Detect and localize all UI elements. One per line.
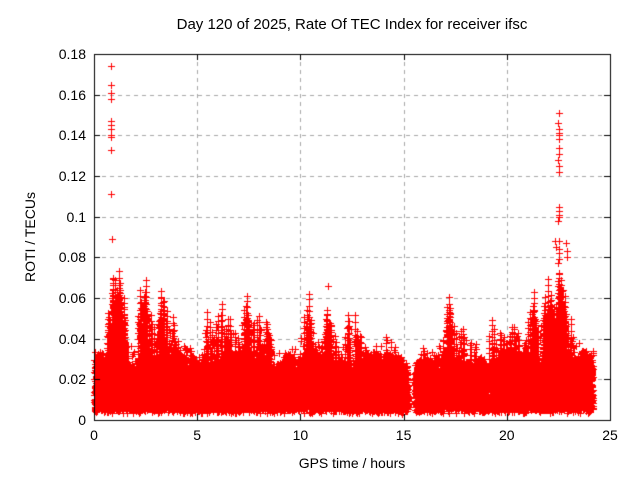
y-tick-label: 0.04	[58, 330, 86, 347]
y-tick-label: 0	[78, 412, 86, 428]
x-tick-label: 0	[90, 427, 98, 443]
x-tick-label: 20	[499, 427, 515, 443]
y-tick-label: 0.14	[58, 127, 86, 144]
y-tick-label: 0.12	[58, 168, 86, 184]
x-tick-label: 5	[193, 427, 202, 443]
y-tick-label: 0.18	[58, 46, 86, 62]
chart-title: Day 120 of 2025, Rate Of TEC Index for r…	[176, 16, 528, 33]
x-axis-label: GPS time / hours	[298, 455, 406, 471]
y-tick-label: 0.02	[58, 371, 86, 388]
y-tick-label: 0.06	[58, 290, 86, 306]
x-tick-label: 15	[395, 427, 412, 443]
x-tick-label: 10	[292, 427, 309, 443]
y-tick-label: 0.08	[58, 249, 86, 266]
y-tick-label: 0.16	[58, 86, 86, 103]
x-tick-label: 25	[602, 427, 618, 443]
y-axis-label: ROTI / TECUs	[22, 192, 38, 282]
y-tick-label: 0.1	[66, 208, 86, 225]
